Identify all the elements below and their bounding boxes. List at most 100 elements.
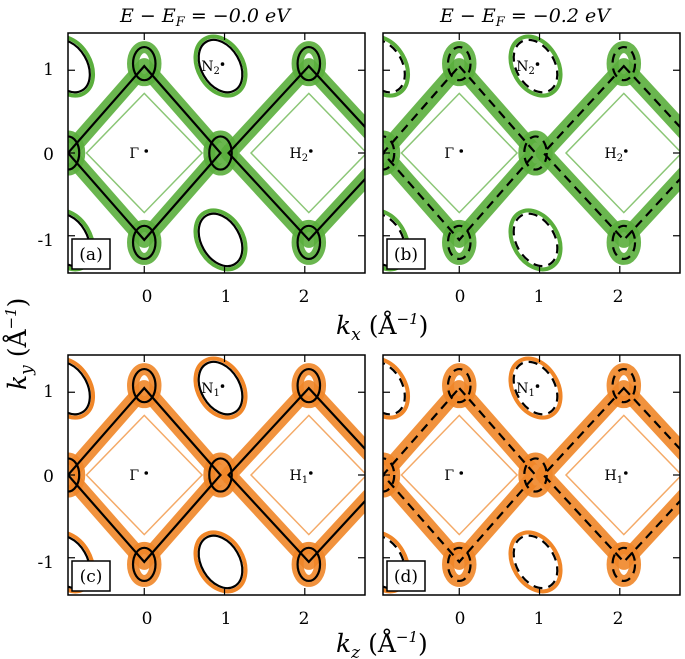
panel-label-box (71, 238, 111, 270)
contour-n-pocket (383, 360, 406, 416)
contour-line (68, 64, 222, 242)
y-tick-label: -1 (37, 553, 54, 573)
y-axis-label: ky (Å−1) (2, 298, 37, 390)
plot-area (383, 34, 680, 272)
y-tick-label: -1 (37, 231, 54, 251)
x-tick-label: 0 (455, 609, 466, 629)
x-tick-label: 2 (613, 609, 624, 629)
panel-a-title: E − EF = −0.0 eV (119, 5, 292, 30)
contour-line (68, 386, 222, 564)
contour-pocket (296, 224, 322, 261)
contour-pocket (523, 457, 548, 493)
contour-pocket (611, 367, 637, 404)
symmetry-point-dot (144, 471, 149, 475)
panel-label-box (386, 238, 426, 270)
contour-n-pocket (512, 38, 559, 94)
contour-pocket (611, 45, 637, 82)
contour-pocket (446, 224, 472, 261)
inner-band (85, 414, 204, 536)
contour-pocket (611, 546, 637, 583)
contour-line (227, 64, 365, 242)
contour-pocket (131, 367, 157, 404)
symmetry-point-label: H1 (290, 468, 309, 486)
x-axis-label-top: kx (Å−1) (336, 310, 428, 345)
x-tick-label: 2 (613, 287, 624, 307)
n-pocket-band (68, 356, 96, 420)
symmetry-point-label: N2 (516, 59, 535, 77)
panel-label: (c) (80, 567, 103, 587)
inner-band (400, 414, 519, 536)
spectral-band (68, 58, 229, 248)
x-tick-label: 2 (299, 609, 310, 629)
contour-n-pocket (383, 38, 406, 94)
symmetry-point-dot (220, 384, 225, 388)
symmetry-point-dot (309, 149, 313, 153)
x-tick-label: 1 (221, 287, 232, 307)
symmetry-point-label: Γ (444, 146, 454, 162)
symmetry-point-dot (144, 149, 149, 153)
x-tick-label: 0 (455, 287, 466, 307)
panel-a: N2 Γ H2 (a) (67, 32, 366, 274)
symmetry-point-label: H1 (605, 468, 624, 486)
contour-n-pocket (512, 360, 559, 416)
n-pocket-band (383, 356, 411, 420)
contour-n-pocket (197, 360, 244, 416)
panel-label: (a) (79, 245, 102, 265)
symmetry-point-label: Γ (129, 468, 139, 484)
n-pocket-band (508, 34, 563, 98)
panel-c: N1 Γ H1 (c) (67, 354, 366, 596)
contour-pocket (446, 45, 472, 82)
symmetry-point-label: N1 (516, 381, 535, 399)
symmetry-point-dot (624, 149, 628, 153)
spectral-band (383, 380, 544, 570)
inner-band (400, 92, 519, 214)
n-pocket-band (193, 34, 248, 98)
contour-n-pocket (512, 534, 559, 590)
panel-label: (b) (394, 245, 418, 265)
x-tick-label: 1 (534, 287, 545, 307)
inner-band (249, 92, 365, 214)
contour-line (227, 386, 365, 564)
n-pocket-band (193, 530, 248, 594)
n-pocket-band (68, 34, 96, 98)
symmetry-point-dot (220, 62, 225, 66)
contour-n-pocket (197, 38, 244, 94)
contour-pocket (131, 45, 157, 82)
contour-pocket (296, 45, 322, 82)
contour-line (383, 386, 537, 564)
symmetry-point-label: Γ (444, 468, 454, 484)
contour-pocket (446, 367, 472, 404)
contour-pocket (296, 546, 322, 583)
x-tick-label: 0 (142, 609, 153, 629)
symmetry-point-label: N1 (201, 381, 220, 399)
symmetry-point-label: H2 (605, 146, 624, 164)
contour-pocket (131, 546, 157, 583)
n-pocket-band (193, 356, 248, 420)
contour-line (542, 64, 680, 242)
contour-pocket (68, 457, 81, 493)
panel-b: N2 Γ H2 (b) (382, 32, 681, 274)
inner-band (564, 414, 680, 536)
inner-band (249, 414, 365, 536)
contour-pocket (131, 224, 157, 261)
inner-band (85, 92, 204, 214)
symmetry-point-dot (309, 471, 313, 475)
contour-pocket (208, 135, 233, 171)
x-tick-label: 1 (534, 609, 545, 629)
contour-pocket (446, 546, 472, 583)
symmetry-point-dot (624, 471, 628, 475)
panel-label: (d) (394, 567, 418, 587)
n-pocket-band (383, 34, 411, 98)
symmetry-point-label: Γ (129, 146, 139, 162)
symmetry-point-dot (535, 384, 540, 388)
panel-label-box (71, 560, 111, 592)
symmetry-point-label: H2 (290, 146, 309, 164)
contour-pocket (208, 457, 233, 493)
plot-area (68, 34, 365, 272)
y-tick-label: 1 (43, 60, 54, 80)
x-axis-label-bottom: kz (Å−1) (336, 628, 428, 659)
x-tick-label: 2 (299, 287, 310, 307)
x-tick-label: 0 (142, 287, 153, 307)
panel-d: N1 Γ H1 (d) (382, 354, 681, 596)
